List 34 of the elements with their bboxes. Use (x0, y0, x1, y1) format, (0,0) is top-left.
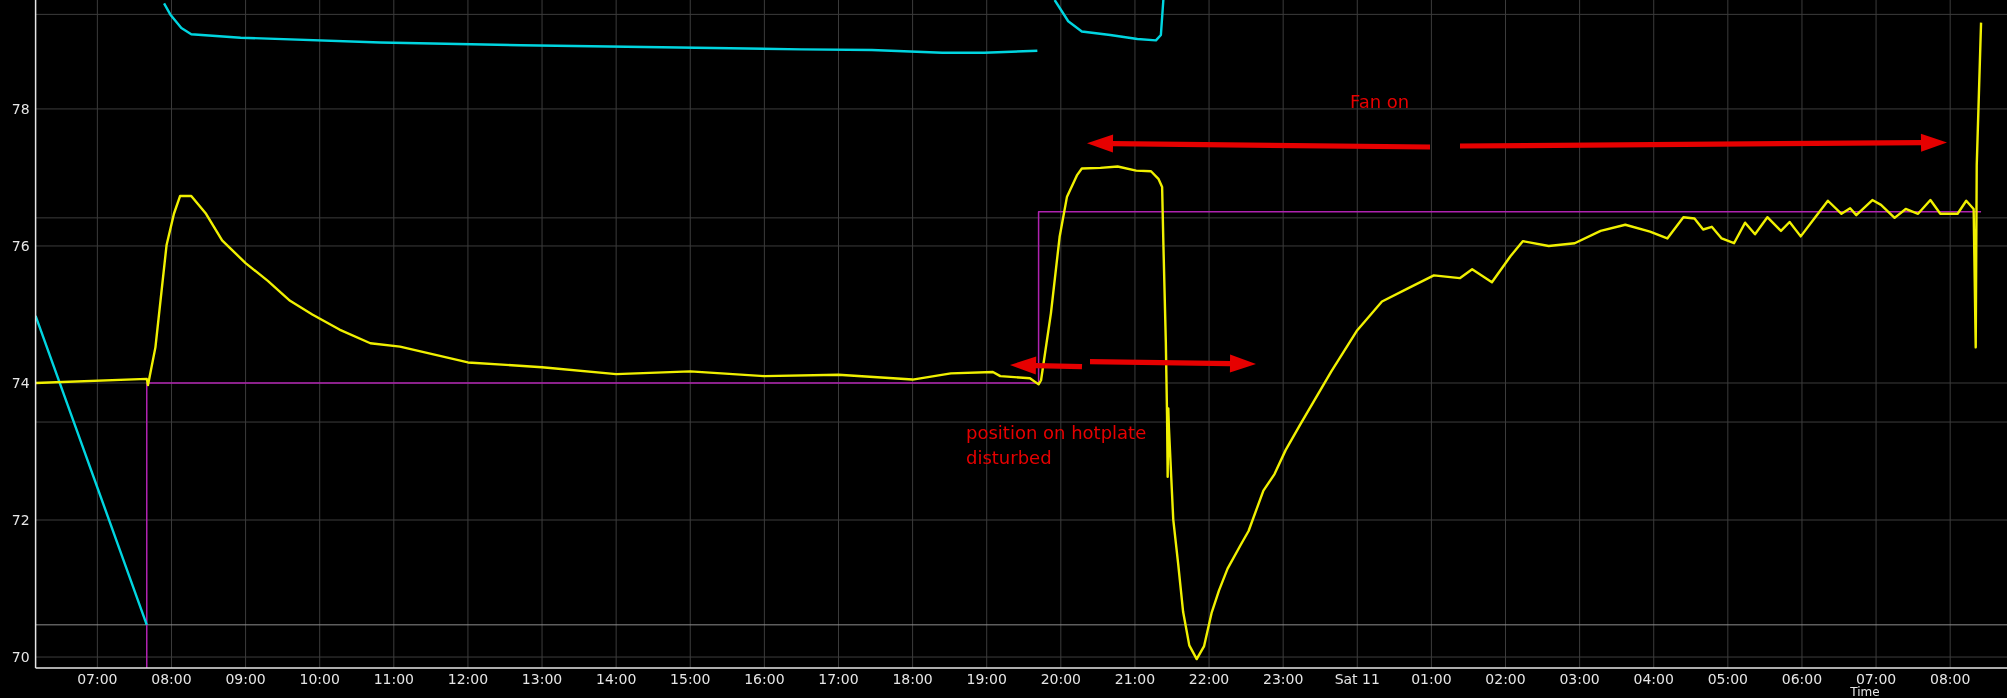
x-tick-label: 11:00 (373, 671, 414, 687)
x-tick-label: 02:00 (1485, 671, 1526, 687)
x-tick-label: Sat 11 (1334, 671, 1380, 687)
x-tick-label: 23:00 (1262, 671, 1304, 687)
x-tick-label: 09:00 (225, 671, 266, 687)
x-tick-label: 12:00 (447, 671, 489, 687)
x-tick-label: 14:00 (595, 671, 637, 687)
x-tick-label: 01:00 (1411, 671, 1452, 687)
x-tick-label: 03:00 (1559, 671, 1600, 687)
x-tick-label: 20:00 (1040, 671, 1082, 687)
y-tick-label: 74 (11, 374, 30, 391)
y-tick-label: 76 (11, 237, 30, 254)
x-tick-label: 19:00 (966, 671, 1007, 687)
x-tick-label: 08:00 (151, 671, 192, 687)
x-tick-label: 15:00 (670, 671, 711, 687)
x-tick-label: 05:00 (1707, 671, 1749, 687)
x-tick-label: 08:00 (1930, 671, 1971, 687)
y-tick-label: 70 (11, 649, 30, 666)
x-tick-label: 07:00 (1855, 671, 1897, 687)
y-tick-label: 78 (11, 100, 30, 117)
x-tick-label: 17:00 (818, 671, 859, 687)
y-tick-label: 72 (11, 512, 30, 529)
x-tick-label: 07:00 (77, 671, 118, 687)
annotation: position on hotplate disturbed (966, 422, 1147, 468)
x-tick-label: 04:00 (1633, 671, 1674, 687)
x-axis-title: Time (1849, 685, 1880, 698)
x-tick-label: 06:00 (1781, 671, 1823, 687)
x-tick-label: 16:00 (744, 671, 785, 687)
x-tick-label: 13:00 (521, 671, 563, 687)
annotation: Fan on (1350, 91, 1410, 112)
x-tick-label: 10:00 (299, 671, 340, 687)
x-tick-label: 21:00 (1114, 671, 1156, 687)
x-tick-label: 22:00 (1188, 671, 1230, 687)
x-tick-label: 18:00 (892, 671, 933, 687)
